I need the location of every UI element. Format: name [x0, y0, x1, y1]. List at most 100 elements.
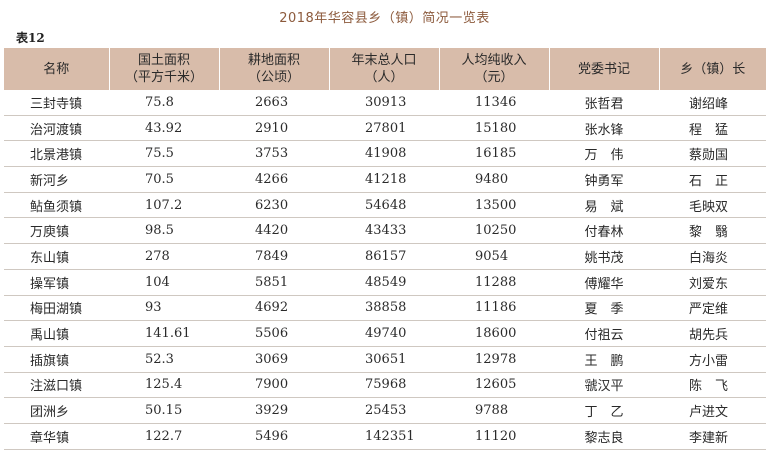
cell-land: 3753: [219, 140, 329, 168]
cell-income: 11346: [439, 90, 549, 116]
table-row: 插旗镇 52.3 3069 30651 12978 王 鹏方小雷: [4, 346, 766, 373]
cell-income: 9788: [439, 397, 549, 424]
table-row: 团洲乡 50.15 3929 25453 9788 丁 乙卢进文: [4, 397, 766, 424]
cell-name: 插旗镇: [4, 346, 109, 373]
cell-area: 104: [109, 269, 219, 296]
cell-area: 75.8: [109, 90, 219, 116]
cell-area: 52.3: [109, 346, 219, 373]
cell-population: 43433: [329, 217, 439, 245]
cell-area: 107.2: [109, 192, 219, 219]
cell-township-head: 石 正: [659, 166, 766, 193]
table-row: 三封寺镇 75.8 2663 30913 11346 张哲君 谢绍峰: [4, 90, 766, 116]
cell-income: 11120: [439, 423, 549, 450]
cell-land: 2663: [219, 90, 329, 116]
cell-township-head: 白海炎: [659, 243, 766, 270]
cell-population: 49740: [329, 320, 439, 347]
cell-party-secretary: 张哲君: [549, 90, 659, 116]
cell-area: 93: [109, 295, 219, 322]
header-land: 耕地面积 （公顷）: [219, 48, 330, 90]
cell-party-secretary: 付春林: [549, 217, 659, 245]
cell-township-head: 程 猛: [659, 115, 766, 142]
cell-township-head: 黎 翳: [659, 217, 766, 245]
cell-name: 新河乡: [4, 166, 109, 193]
cell-population: 27801: [329, 115, 439, 142]
cell-land: 5851: [219, 269, 329, 296]
cell-party-secretary: 夏 季: [549, 295, 659, 322]
cell-area: 50.15: [109, 397, 219, 424]
cell-income: 16185: [439, 140, 549, 168]
cell-land: 4420: [219, 217, 329, 245]
cell-party-secretary: 万 伟: [549, 140, 659, 168]
header-income: 人均纯收入 （元）: [439, 48, 550, 90]
cell-land: 3929: [219, 397, 329, 424]
cell-name: 北景港镇: [4, 140, 109, 168]
cell-name: 东山镇: [4, 243, 109, 270]
cell-land: 6230: [219, 192, 329, 219]
cell-income: 10250: [439, 217, 549, 245]
cell-township-head: 胡先兵: [659, 320, 766, 347]
cell-population: 86157: [329, 243, 439, 270]
header-area: 国土面积 （平方千米）: [109, 48, 220, 90]
cell-land: 5506: [219, 320, 329, 347]
cell-township-head: 蔡勋国: [659, 140, 766, 168]
cell-population: 48549: [329, 269, 439, 296]
cell-income: 11186: [439, 295, 549, 322]
cell-township-head: 毛映双: [659, 192, 766, 219]
cell-income: 12978: [439, 346, 549, 373]
cell-land: 4266: [219, 166, 329, 193]
table-number: 表12: [16, 31, 45, 45]
cell-income: 12605: [439, 372, 549, 399]
cell-area: 141.61: [109, 320, 219, 347]
cell-area: 278: [109, 243, 219, 270]
cell-name: 梅田湖镇: [4, 295, 109, 322]
cell-township-head: 谢绍峰: [659, 90, 766, 116]
cell-party-secretary: 傅耀华: [549, 269, 659, 296]
header-row: 名称 国土面积 （平方千米） 耕地面积 （公顷） 年末总人口 （人） 人均纯收入 （元）…: [4, 48, 766, 90]
cell-township-head: 刘爱东: [659, 269, 766, 296]
header-secretary: 党委书记: [549, 48, 660, 90]
table-row: 鲇鱼须镇 107.2 6230 54648 13500 易 斌毛映双: [4, 192, 766, 219]
cell-party-secretary: 黎志良: [549, 423, 659, 450]
header-pop: 年末总人口 （人）: [329, 48, 440, 90]
cell-party-secretary: 王 鹏: [549, 346, 659, 373]
cell-land: 4692: [219, 295, 329, 322]
cell-land: 7900: [219, 372, 329, 399]
cell-area: 125.4: [109, 372, 219, 399]
cell-income: 15180: [439, 115, 549, 142]
cell-name: 治河渡镇: [4, 115, 109, 142]
cell-township-head: 严定维: [659, 295, 766, 322]
cell-name: 团洲乡: [4, 397, 109, 424]
cell-township-head: 李建新: [659, 423, 766, 450]
table-row: 万庾镇 98.5 4420 43433 10250 付春林黎 翳: [4, 217, 766, 245]
cell-population: 30913: [329, 90, 439, 116]
table-row: 东山镇 278 7849 86157 9054 姚书茂 白海炎: [4, 243, 766, 270]
cell-income: 13500: [439, 192, 549, 219]
cell-income: 11288: [439, 269, 549, 296]
cell-area: 122.7: [109, 423, 219, 450]
cell-income: 18600: [439, 320, 549, 347]
cell-income: 9054: [439, 243, 549, 270]
table-row: 北景港镇 75.5 3753 41908 16185 万 伟蔡勋国: [4, 140, 766, 168]
cell-population: 75968: [329, 372, 439, 399]
cell-population: 142351: [329, 423, 439, 450]
header-name: 名称: [4, 48, 110, 90]
cell-area: 75.5: [109, 140, 219, 168]
cell-party-secretary: 付祖云: [549, 320, 659, 347]
table-row: 操军镇 104 5851 48549 11288 傅耀华 刘爱东: [4, 269, 766, 296]
cell-township-head: 陈 飞: [659, 372, 766, 399]
cell-party-secretary: 张水锋: [549, 115, 659, 142]
cell-party-secretary: 丁 乙: [549, 397, 659, 424]
table-row: 注滋口镇 125.4 7900 75968 12605 虢汉平陈 飞: [4, 372, 766, 399]
cell-population: 30651: [329, 346, 439, 373]
cell-population: 41908: [329, 140, 439, 168]
cell-township-head: 方小雷: [659, 346, 766, 373]
cell-population: 25453: [329, 397, 439, 424]
cell-population: 41218: [329, 166, 439, 193]
cell-area: 70.5: [109, 166, 219, 193]
table-row: 新河乡 70.5 4266 41218 9480 钟勇军石 正: [4, 166, 766, 193]
cell-party-secretary: 易 斌: [549, 192, 659, 219]
cell-name: 操军镇: [4, 269, 109, 296]
township-table: 名称 国土面积 （平方千米） 耕地面积 （公顷） 年末总人口 （人） 人均纯收入 （元）…: [4, 48, 766, 450]
cell-name: 三封寺镇: [4, 90, 109, 116]
table-row: 梅田湖镇 93 4692 38858 11186 夏 季严定维: [4, 295, 766, 322]
